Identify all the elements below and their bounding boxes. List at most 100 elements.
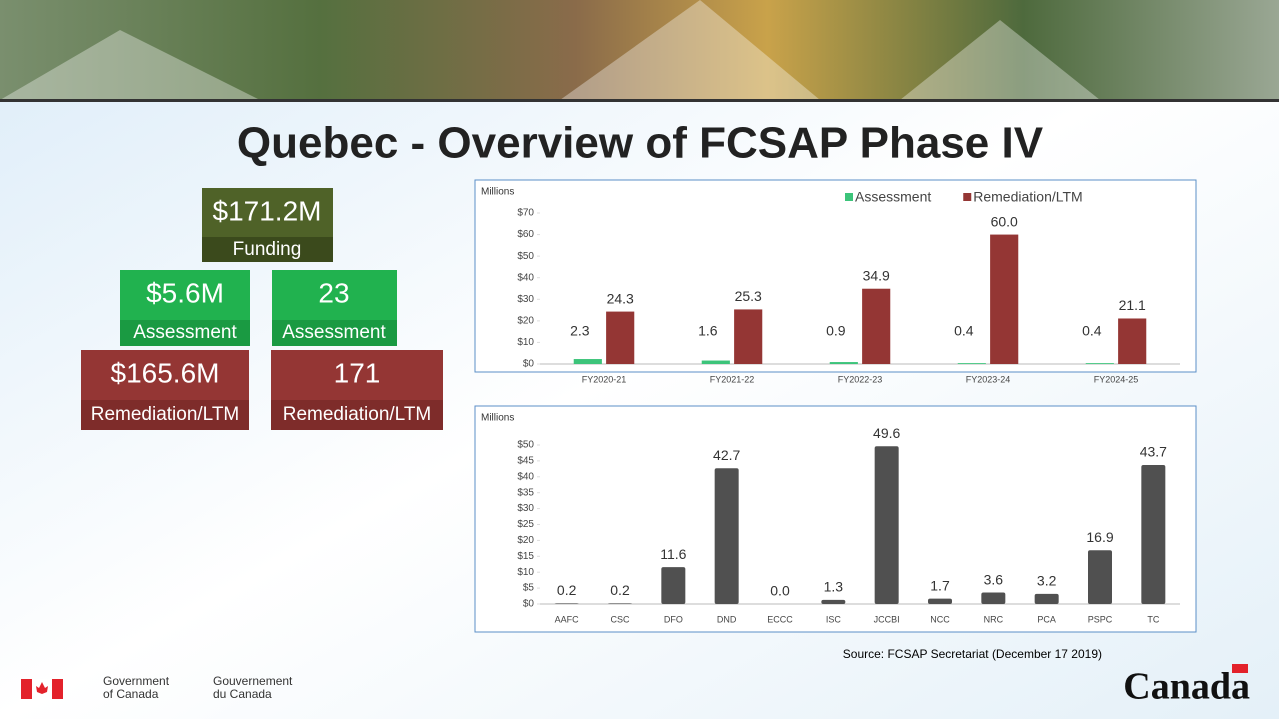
bar [862,288,891,364]
summary-box [120,270,250,320]
bar [981,592,1006,604]
canada-wordmark: Canada [1123,666,1250,708]
data-label: 3.6 [984,571,1004,587]
x-tick-label: AAFC [555,614,580,624]
x-tick-label: PSPC [1088,614,1113,624]
data-label: 1.7 [930,577,950,593]
summary-label-box [272,320,397,346]
y-tick-label: $70 [517,208,534,219]
y-tick-label: $25 [517,519,534,530]
chart-frame [474,405,1197,633]
summary-label-box [81,400,249,430]
legend-swatch [963,193,972,201]
data-label: 0.2 [557,582,577,598]
x-tick-label: FY2023-24 [966,374,1011,384]
funding-box [202,188,333,237]
legend-label: Assessment [855,189,931,205]
flag-bar [52,679,63,699]
data-label: 24.3 [607,290,634,306]
y-tick-label: $5 [523,583,535,594]
x-tick-label: TC [1147,614,1159,624]
y-tick-label: $10 [517,337,534,348]
data-label: 42.7 [713,447,740,463]
bar [990,234,1019,364]
legend-label: Remediation/LTM [973,189,1082,205]
y-tick-label: $50 [517,251,534,262]
data-label: 0.0 [770,583,790,599]
bar [829,362,858,364]
bar [701,360,730,364]
bar [573,359,602,364]
banner-rule [0,99,1279,102]
summary-amount: 171 [334,357,381,388]
data-label: 0.2 [610,582,630,598]
y-axis-label: Millions [481,187,514,198]
wordmark-flag [1232,664,1248,673]
summary-label-box [271,400,443,430]
summary-amount: 23 [318,277,349,308]
y-tick-label: $20 [517,315,534,326]
y-tick-label: $35 [517,487,534,498]
summary-label: Remediation/LTM [91,404,240,425]
y-tick-label: $60 [517,229,534,240]
y-tick-label: $30 [517,294,534,305]
x-tick-label: JCCBI [874,614,900,624]
x-tick-label: FY2024-25 [1094,374,1139,384]
bar [957,363,986,364]
flag-bar [21,679,32,699]
x-tick-label: FY2021-22 [710,374,755,384]
y-tick-label: $50 [517,440,534,451]
x-tick-label: DFO [664,614,683,624]
bar [1085,363,1114,364]
funding-label: Funding [233,239,302,260]
banner-shapes [0,0,1100,100]
bar [1141,465,1166,604]
bar [1118,318,1147,364]
bar [821,599,846,604]
data-label: 16.9 [1086,529,1113,545]
y-axis-label: Millions [481,413,514,424]
government-en: of Canada [103,687,159,701]
summary-label: Assessment [282,322,386,343]
summary-label: Remediation/LTM [283,404,432,425]
x-tick-label: PCA [1037,614,1056,624]
maple-leaf [36,682,48,694]
data-label: 0.9 [826,323,846,339]
y-tick-label: $0 [523,599,535,610]
y-tick-label: $10 [517,567,534,578]
funding-label-box [202,237,333,262]
summary-amount: $5.6M [146,277,224,308]
bar [714,468,739,604]
y-tick-label: $30 [517,503,534,514]
x-tick-label: NCC [930,614,950,624]
y-tick-label: $45 [517,456,534,467]
chart-frame [474,179,1197,373]
funding-amount: $171.2M [213,195,322,226]
data-label: 1.6 [698,323,718,339]
flag [21,679,63,699]
x-tick-label: NRC [984,614,1004,624]
y-tick-label: $40 [517,272,534,283]
y-tick-label: $20 [517,535,534,546]
bar [554,603,579,604]
data-label: 0.4 [954,323,974,339]
y-tick-label: $15 [517,551,534,562]
summary-box [81,350,249,400]
data-label: 11.6 [660,546,686,562]
x-tick-label: FY2020-21 [582,374,627,384]
x-tick-label: ISC [826,614,842,624]
x-tick-label: CSC [610,614,630,624]
data-label: 2.3 [570,323,590,339]
bar [1088,550,1112,604]
y-tick-label: $40 [517,471,534,482]
bar [874,446,899,604]
bar [606,311,635,364]
data-label: 1.3 [824,579,844,595]
legend-swatch [845,193,853,201]
data-label: 43.7 [1140,444,1167,460]
bar [928,598,952,604]
slide-title: Quebec - Overview of FCSAP Phase IV [237,119,1044,168]
banner [0,0,1279,100]
